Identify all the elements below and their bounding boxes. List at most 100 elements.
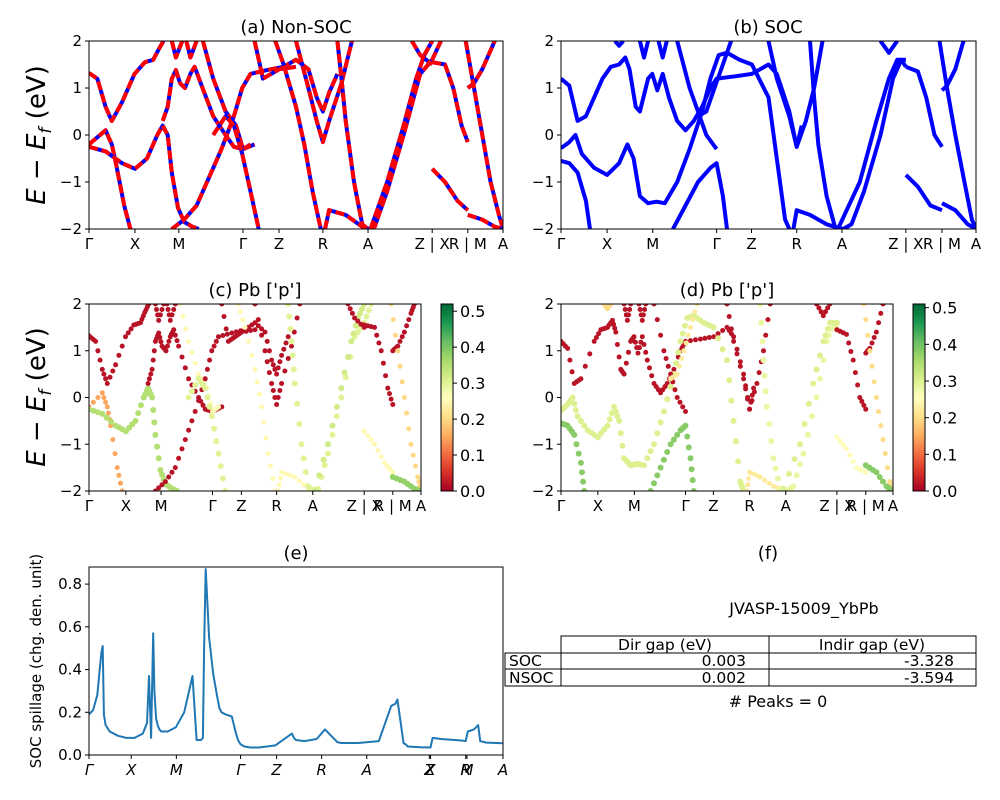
band-point [639,317,645,323]
band-point [270,362,276,368]
band-point [162,479,168,485]
band-point [622,307,628,312]
band-8 [697,41,733,118]
band-point [372,441,377,447]
band-point [289,343,294,349]
band-point [213,438,220,445]
band-spin-down-2 [89,123,200,229]
band-point [885,465,890,471]
band-spin-up-0 [89,41,166,123]
band-point [182,365,188,371]
band-point [211,425,218,432]
band-point [737,363,743,369]
band-point [663,356,669,361]
band-point [715,331,721,337]
band-point [766,421,773,427]
band-point [157,312,163,318]
band-point [383,373,389,379]
band-point [192,409,198,414]
band-12 [837,57,906,228]
band-point [296,421,303,427]
band-point [171,307,177,312]
band-point [277,388,283,393]
band-point [97,357,103,363]
band-point [113,362,119,368]
colorbar-d: 0.0 0.1 0.2 0.3 0.4 0.5 [912,299,957,501]
band-point [762,388,769,395]
band-point [325,441,331,448]
band-point [694,304,700,307]
band-point [820,313,826,319]
band-point [611,321,617,327]
band-point [380,360,386,366]
colorbar-tick-label: 0.3 [932,372,957,391]
band-point [104,404,110,410]
band-point [771,483,776,489]
panel-c-ylabel: E − Ef (eV) [22,327,56,467]
band-point [255,323,261,329]
band-point [240,317,246,323]
band-point [805,400,812,407]
x-tick-label: M [172,235,185,253]
band-point [661,348,667,354]
x-tick-label: A [971,235,982,253]
band-point [259,404,265,410]
band-point [348,338,355,345]
band-point [800,450,807,457]
band-point [216,334,221,340]
band-spin-down-10 [273,41,323,229]
band-point [107,374,113,380]
band-point [685,332,691,338]
band-14 [905,64,944,148]
band-point [270,476,276,481]
band-point [219,304,225,307]
band-point [359,305,366,312]
band-point [238,309,244,315]
band-point [262,348,268,354]
band-point [575,450,582,457]
band-point [248,328,254,333]
band-point [637,307,643,312]
band-point [148,371,154,377]
band-4 [637,41,651,60]
band-point [688,338,693,344]
y-tick-label: 0.8 [58,575,82,593]
band-point [159,482,165,488]
band-point [574,413,581,420]
band-point [683,340,689,346]
band-point [266,370,272,376]
band-point [301,482,307,488]
band-point [715,335,722,342]
y-tick-label: 1 [72,342,82,360]
band-point [664,396,671,403]
band-point [169,469,175,475]
band-point [229,330,235,336]
band-point [754,381,760,386]
band-point [404,410,410,416]
band-point [735,458,742,465]
band-point [291,380,298,387]
y-tick-label: 0 [72,389,82,407]
x-tick-label: R [792,235,802,253]
panel-c-title: (c) Pb ['p'] [208,280,301,301]
band-point [724,357,730,364]
band-point [591,338,597,344]
x-tick-label: A [888,497,899,515]
band-point [804,431,811,438]
band-point [639,334,645,340]
band-point [146,376,152,382]
band-point [393,332,398,338]
panel-b-title: (b) SOC [733,17,802,38]
band-point [640,312,646,318]
band-point [641,342,647,347]
y-tick-label: 0 [544,389,554,407]
y-tick-label: −2 [60,482,82,500]
band-point [245,338,251,344]
band-point [677,399,683,405]
band-point [569,394,576,401]
band-point [99,410,106,417]
band-point [863,317,869,323]
band-point [593,335,599,340]
band-point [275,488,281,491]
